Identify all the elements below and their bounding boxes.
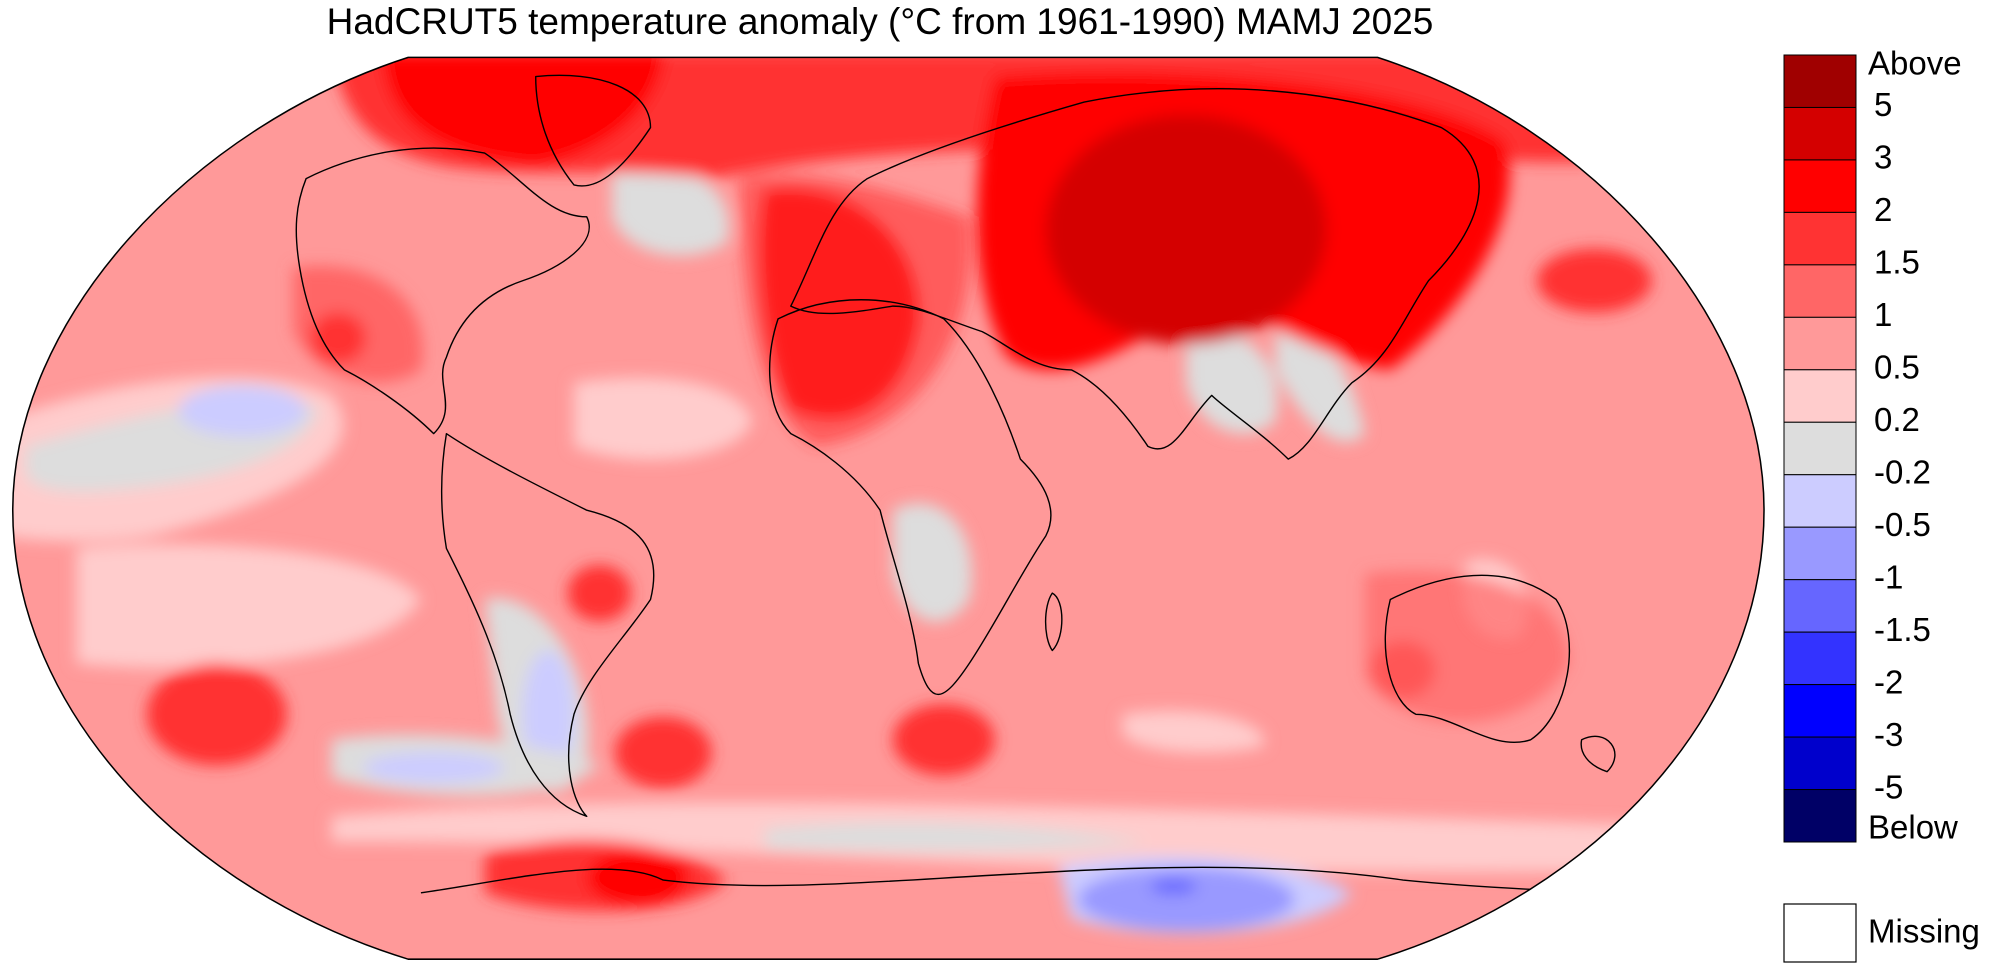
legend-swatch [1783,316,1857,371]
legend-swatch [1783,789,1857,843]
legend-label: Below [1868,809,1958,846]
legend-swatch [1783,421,1857,476]
map-title: HadCRUT5 temperature anomaly (°C from 19… [327,1,1434,42]
map-border [11,56,1765,960]
legend-label: -1 [1874,558,1903,595]
legend-label: 2 [1874,191,1892,228]
legend-label: -5 [1874,768,1903,805]
legend-label: -0.2 [1874,453,1931,490]
legend-swatch [1783,526,1857,581]
anomaly-field [12,57,1765,960]
legend-label: 5 [1874,86,1892,123]
legend-swatch [1783,474,1857,528]
map [11,56,1765,960]
legend-label: 0.5 [1874,349,1920,386]
legend-label: 1 [1874,296,1892,333]
legend: Above 5 3 2 1.5 1 0.5 0.2 -0.2 -0.5 -1 -1.5 -2 -3 -5 Be… [1783,45,1980,963]
legend-label: -3 [1874,716,1903,753]
legend-swatch [1783,106,1857,161]
legend-swatch [1783,631,1857,686]
legend-swatch [1783,369,1857,423]
legend-label: -0.5 [1874,506,1931,543]
legend-swatch [1783,736,1857,791]
legend-label: -2 [1874,663,1903,700]
legend-swatch [1783,264,1857,318]
legend-swatch [1783,684,1857,738]
legend-label: 1.5 [1874,244,1920,281]
missing-swatch [1783,903,1857,963]
legend-swatch [1783,579,1857,633]
legend-label: 0.2 [1874,401,1920,438]
legend-swatch [1783,54,1857,108]
legend-label: 3 [1874,139,1892,176]
legend-label: Above [1868,45,1962,82]
missing-label: Missing [1868,913,1980,950]
legend-swatch [1783,159,1857,213]
legend-label: -1.5 [1874,611,1931,648]
legend-swatch [1783,211,1857,266]
